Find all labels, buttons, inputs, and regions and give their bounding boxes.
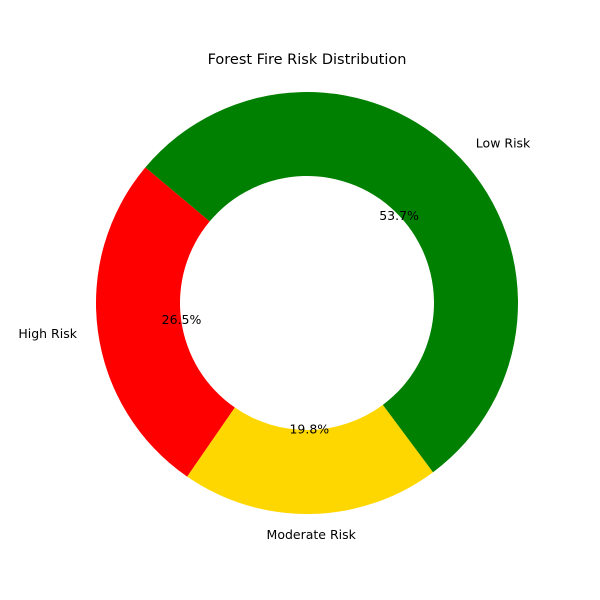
labels-group: High Risk 26.5% Moderate Risk 19.8% Low Risk… (18, 136, 531, 542)
chart-title: Forest Fire Risk Distribution (208, 52, 407, 68)
slice-moderate-risk (187, 404, 434, 514)
slice-high-risk (95, 167, 235, 477)
pct-label-moderate-risk: 19.8% (289, 422, 329, 437)
slices-group (95, 92, 518, 514)
pct-label-high-risk: 26.5% (162, 312, 202, 327)
pct-label-low-risk: 53.7% (379, 208, 419, 223)
slice-label-moderate-risk: Moderate Risk (267, 527, 357, 542)
slice-low-risk (145, 92, 518, 473)
slice-label-high-risk: High Risk (18, 326, 77, 341)
slice-label-low-risk: Low Risk (476, 136, 531, 151)
